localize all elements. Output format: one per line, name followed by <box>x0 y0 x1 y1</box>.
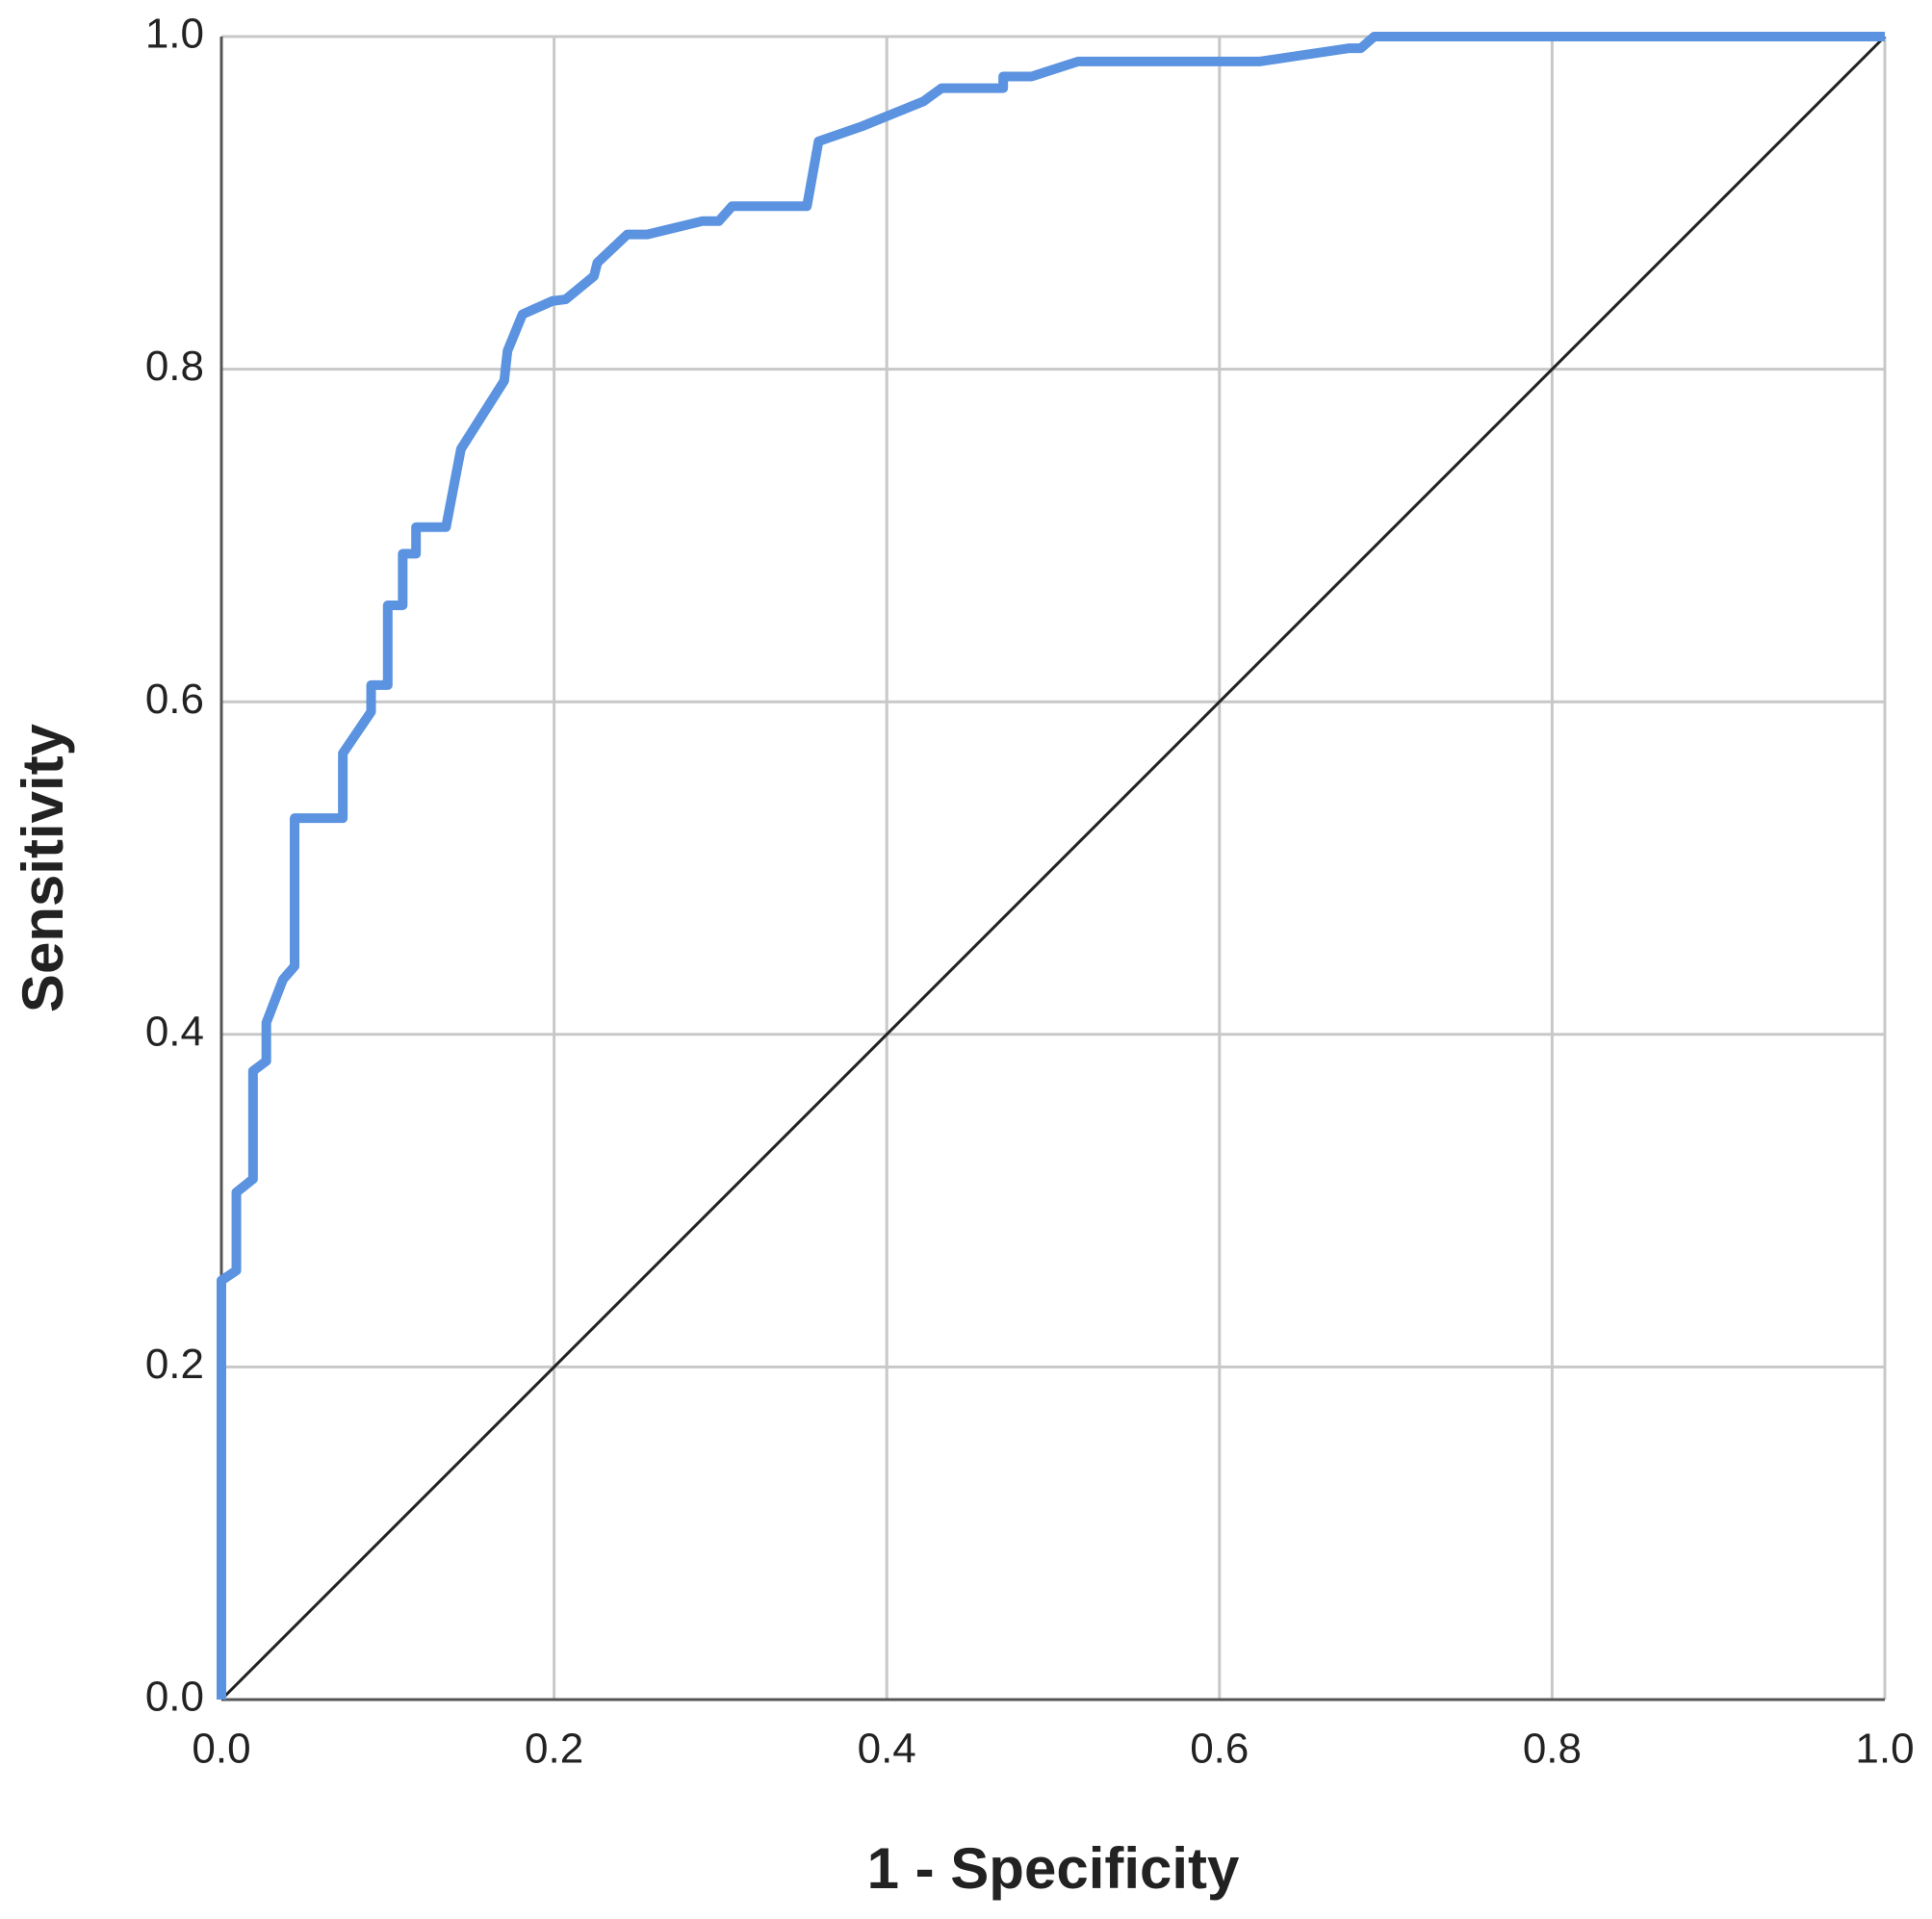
x-axis-title: 1 - Specificity <box>867 1836 1240 1901</box>
y-tick-label: 0.8 <box>145 343 204 390</box>
y-axis-title: Sensitivity <box>11 723 75 1012</box>
reference-line <box>219 35 1887 1702</box>
roc-curve <box>217 32 1885 1700</box>
y-tick-label: 0.0 <box>145 1674 204 1721</box>
y-tick-label: 0.2 <box>145 1341 204 1388</box>
x-tick-label: 1.0 <box>1855 1726 1914 1773</box>
x-tick-label: 0.8 <box>1523 1726 1582 1773</box>
y-tick-label: 1.0 <box>145 11 204 58</box>
x-tick-label: 0.6 <box>1190 1726 1249 1773</box>
y-tick-label: 0.4 <box>145 1008 204 1055</box>
x-tick-label: 0.2 <box>525 1726 583 1773</box>
x-tick-label: 0.4 <box>858 1726 916 1773</box>
x-tick-label: 0.0 <box>192 1726 250 1773</box>
y-tick-label: 0.6 <box>145 676 204 723</box>
